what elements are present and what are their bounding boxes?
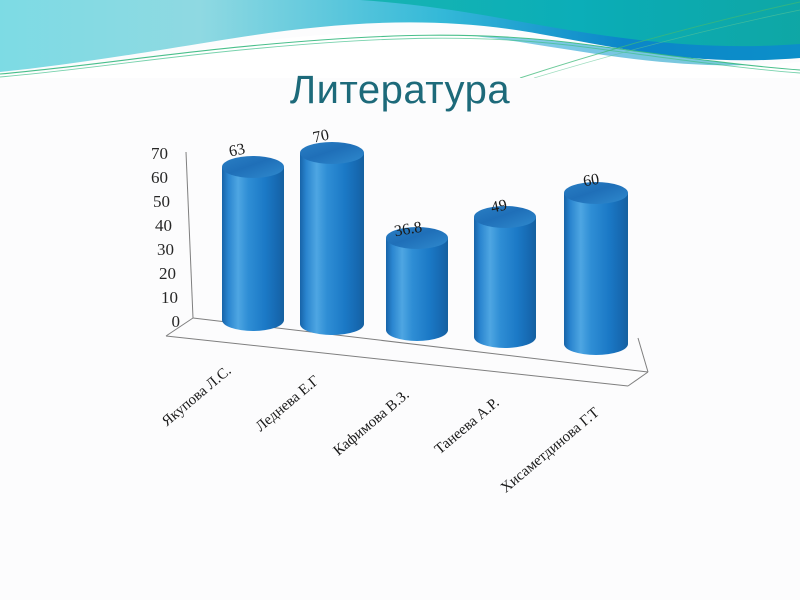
y-tick-label: 40 <box>155 216 172 235</box>
accent-line-green-2 <box>0 37 800 78</box>
y-tick-label: 70 <box>151 144 168 163</box>
category-label: Кафимова В.З. <box>331 387 413 459</box>
bar-cylinder[interactable] <box>222 156 284 331</box>
y-tick-label: 50 <box>153 192 170 211</box>
bar-cylinder[interactable] <box>386 227 448 341</box>
accent-line-green-4 <box>533 9 800 78</box>
accent-line-green-3 <box>519 1 800 78</box>
wave-shape-teal <box>360 0 800 47</box>
y-axis-line <box>185 151 194 319</box>
floor-front-edge <box>165 335 629 387</box>
wave-shape-white <box>0 32 800 78</box>
y-tick-label: 30 <box>157 240 174 259</box>
floor-right-edge <box>627 371 649 387</box>
data-labels: 63 70 36.8 49 60 <box>227 127 600 241</box>
x-axis-category-labels: Якупова Л.С. Леднева Е.Г Кафимова В.З. Т… <box>159 363 602 496</box>
data-label: 60 <box>582 171 601 191</box>
y-tick-label: 20 <box>159 264 176 283</box>
decorative-wave-banner <box>0 0 800 78</box>
category-label: Якупова Л.С. <box>159 363 234 430</box>
data-label: 49 <box>489 197 508 217</box>
y-tick-label: 10 <box>161 288 178 307</box>
data-label: 36.8 <box>393 219 424 241</box>
category-label: Леднева Е.Г <box>253 373 323 435</box>
bar-cylinder[interactable] <box>300 142 364 335</box>
bar-cylinder[interactable] <box>564 182 628 355</box>
bar-cylinder[interactable] <box>474 206 536 348</box>
data-label: 70 <box>311 127 330 147</box>
floor-left-edge <box>165 317 194 337</box>
accent-line-green-1 <box>0 34 800 75</box>
data-label: 63 <box>227 141 246 161</box>
axis-right-riser <box>637 337 649 373</box>
category-label: Хисаметдинова Г.Т <box>498 405 603 496</box>
y-tick-label: 0 <box>172 312 181 331</box>
y-axis-tick-labels: 70 60 50 40 30 20 10 0 <box>151 144 180 331</box>
y-tick-label: 60 <box>151 168 168 187</box>
category-label: Танеева А.Р. <box>432 395 503 458</box>
page-title: Литература <box>289 68 511 112</box>
